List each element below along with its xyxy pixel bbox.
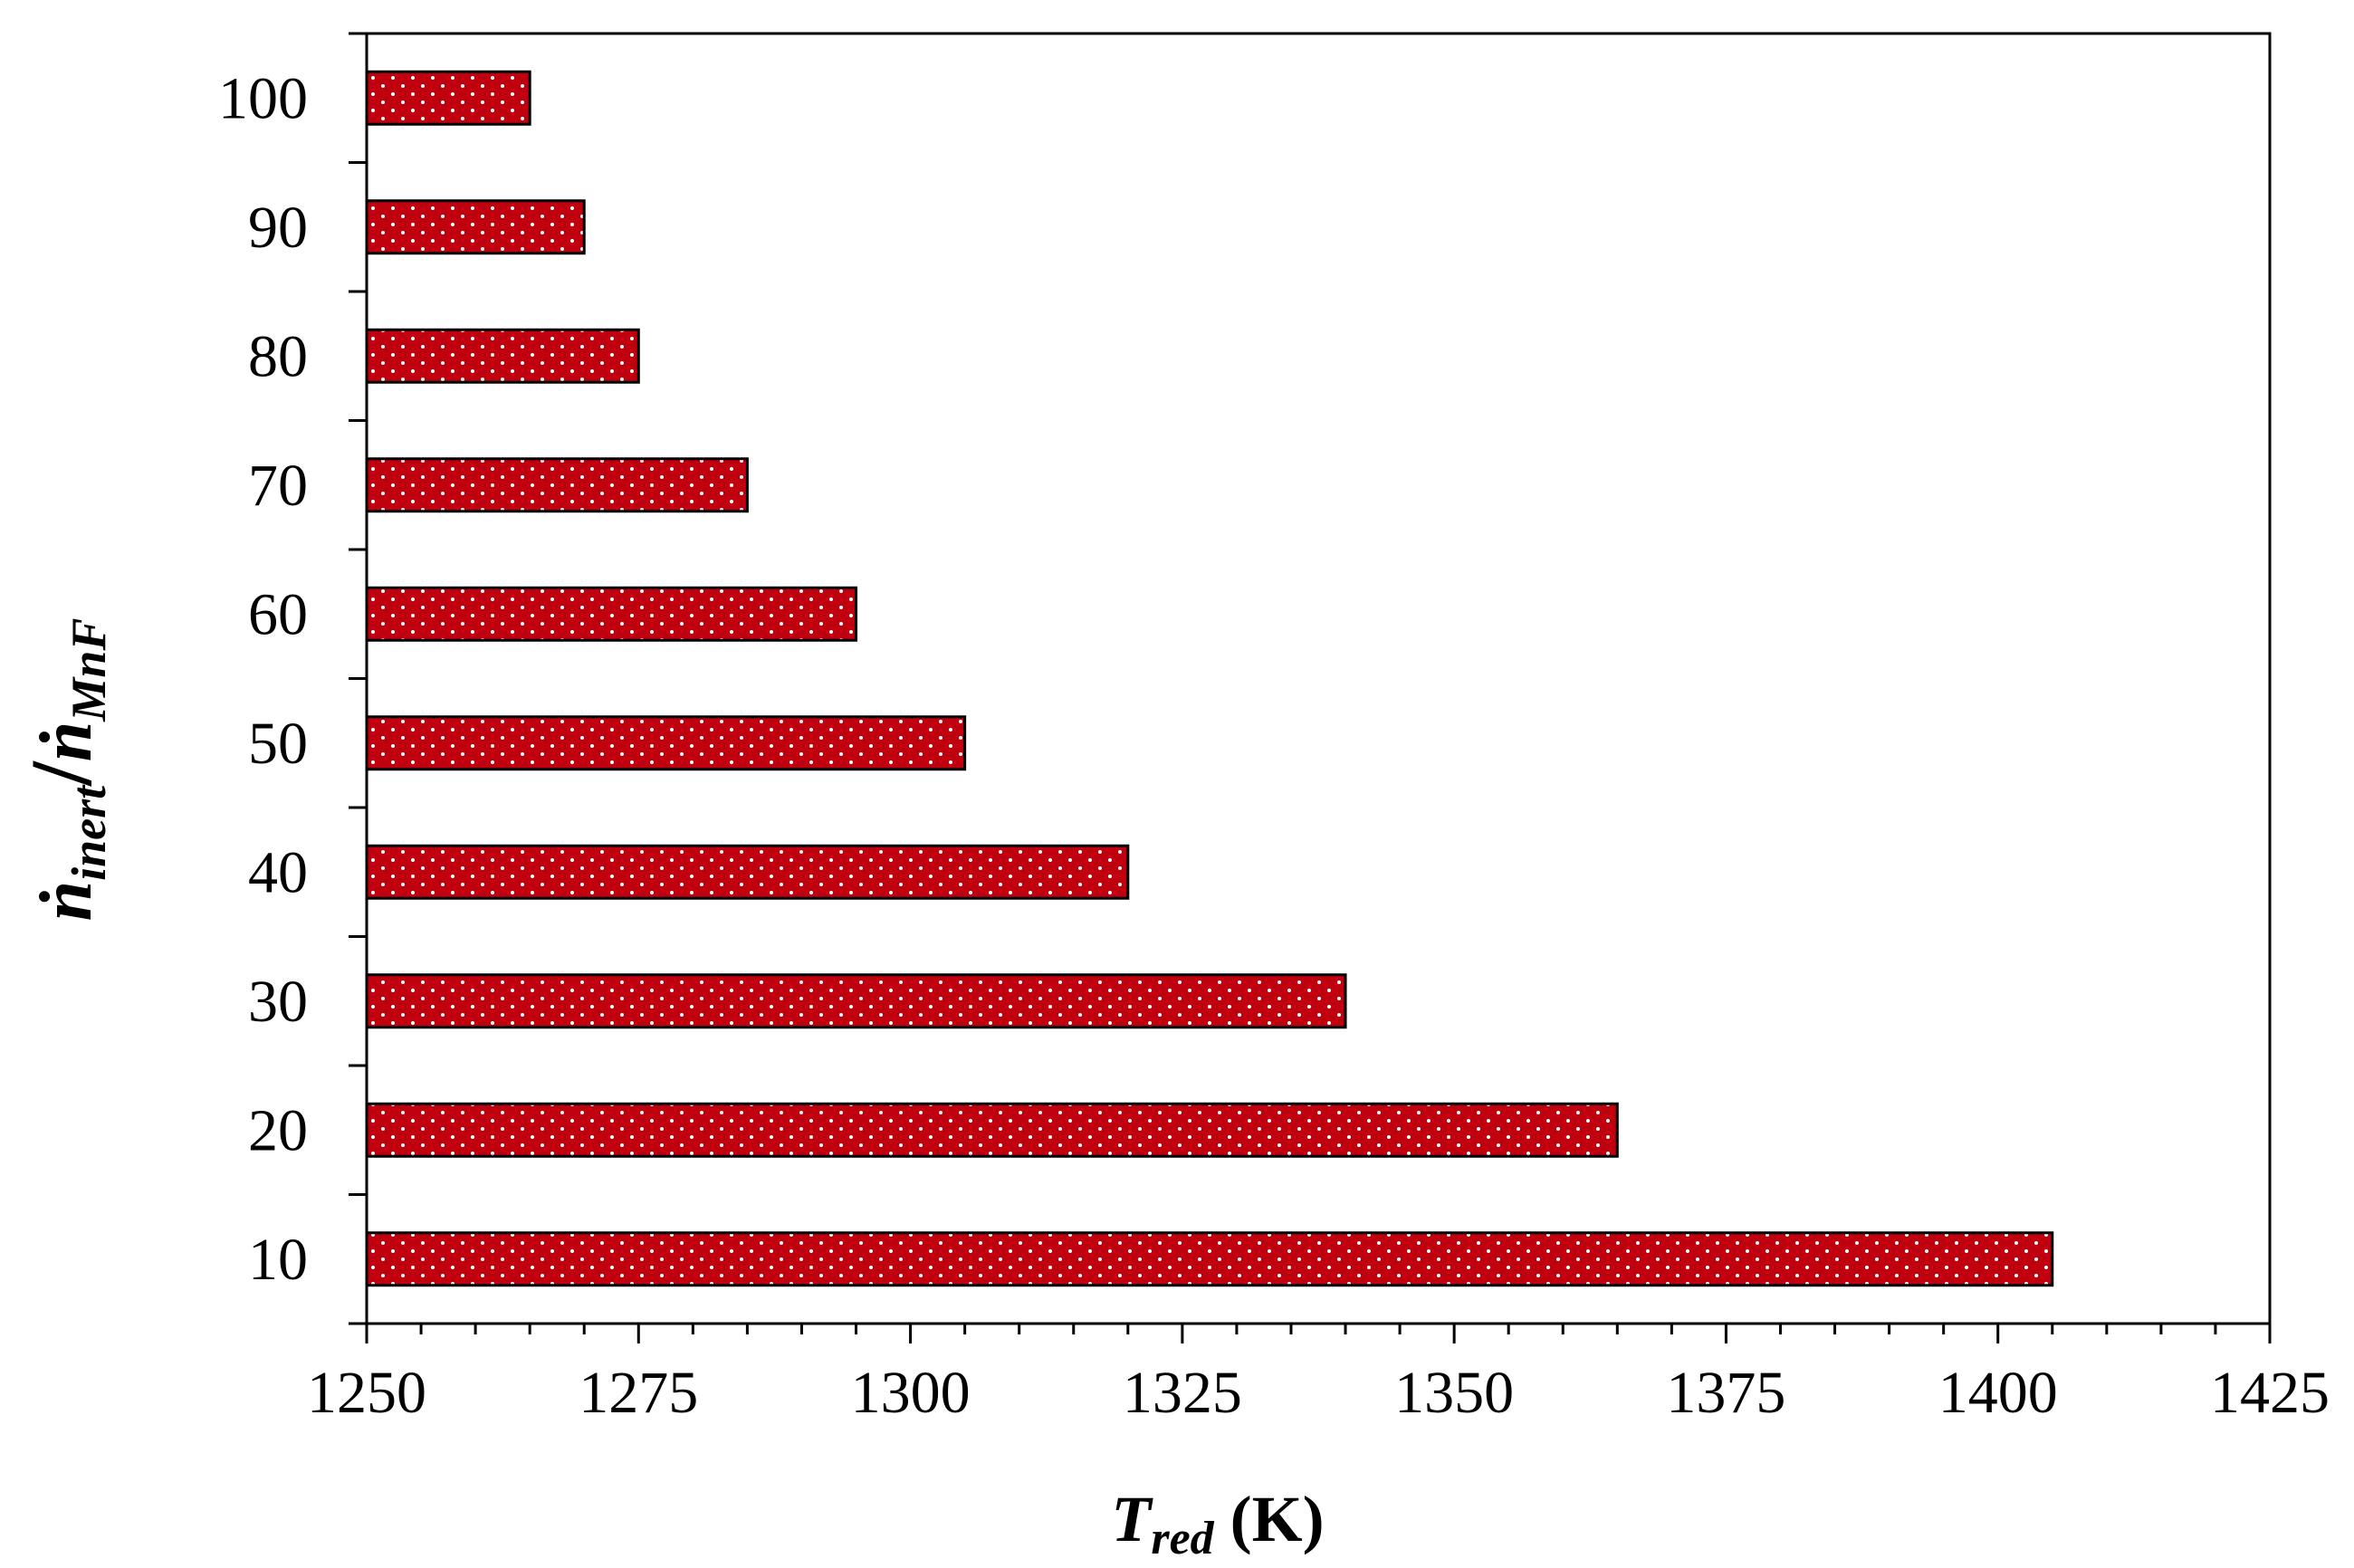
y-tick-label-20: 20 bbox=[248, 1097, 308, 1163]
y-tick-label-10: 10 bbox=[248, 1227, 308, 1293]
bar-80 bbox=[365, 328, 640, 384]
bar-50 bbox=[365, 715, 967, 771]
y-tick-label-50: 50 bbox=[248, 711, 308, 777]
y-axis-title-numerator: ṅ bbox=[27, 881, 107, 922]
y-tick-label-100: 100 bbox=[218, 65, 308, 131]
y-tick-label-60: 60 bbox=[248, 581, 308, 647]
y-axis-title-denominator-sub: MnF bbox=[62, 618, 116, 722]
x-tick-label-1350: 1350 bbox=[1394, 1360, 1514, 1426]
y-axis-title-numerator-sub: inert bbox=[62, 784, 116, 881]
y-tick-label-80: 80 bbox=[248, 323, 308, 389]
axes-layer bbox=[349, 32, 2272, 1343]
bar-10 bbox=[365, 1231, 2054, 1287]
x-axis-title-unit: (K) bbox=[1230, 1483, 1325, 1555]
bar-60 bbox=[365, 586, 858, 642]
x-axis-title-main: T bbox=[1111, 1483, 1153, 1555]
x-tick-label-1300: 1300 bbox=[851, 1360, 971, 1426]
x-tick-label-1325: 1325 bbox=[1123, 1360, 1242, 1426]
y-axis-title-denominator: ṅ bbox=[27, 722, 107, 762]
y-axis-title-slash: / bbox=[13, 760, 110, 787]
y-tick-label-90: 90 bbox=[248, 195, 308, 261]
bar-90 bbox=[365, 199, 586, 255]
x-axis-title-subscript: red bbox=[1151, 1513, 1214, 1564]
x-tick-label-1375: 1375 bbox=[1666, 1360, 1785, 1426]
y-axis-title: ṅinert/ṅMnF bbox=[13, 618, 116, 922]
bar-70 bbox=[365, 457, 749, 513]
x-tick-label-1275: 1275 bbox=[579, 1360, 698, 1426]
bar-30 bbox=[365, 973, 1347, 1029]
bars-layer bbox=[365, 70, 2054, 1287]
x-tick-label-1400: 1400 bbox=[1938, 1360, 2058, 1426]
x-tick-label-1250: 1250 bbox=[307, 1360, 426, 1426]
x-tick-label-1425: 1425 bbox=[2210, 1360, 2330, 1426]
labels-layer: 100 90 80 70 60 50 40 30 20 10 1250 1275 1300 1325 135… bbox=[218, 65, 2330, 1426]
y-tick-label-40: 40 bbox=[248, 839, 308, 905]
bar-100 bbox=[365, 70, 531, 126]
y-tick-label-30: 30 bbox=[248, 969, 308, 1035]
bar-40 bbox=[365, 844, 1130, 900]
bar-20 bbox=[365, 1102, 1619, 1158]
y-tick-label-70: 70 bbox=[248, 453, 308, 519]
x-axis-title: Tred (K) bbox=[1111, 1483, 1324, 1564]
